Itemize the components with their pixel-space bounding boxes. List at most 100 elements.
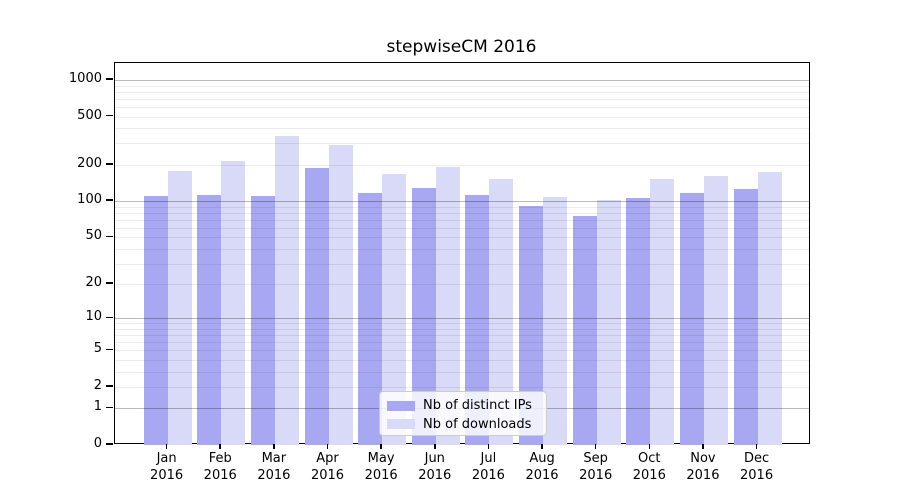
x-axis-tick — [487, 444, 490, 449]
grid-line — [114, 237, 809, 239]
y-axis-tick — [106, 385, 113, 387]
x-axis-tick-year: 2016 — [740, 467, 774, 483]
x-axis-tick-year: 2016 — [310, 467, 345, 483]
bar-downloads — [650, 178, 675, 445]
x-axis-tick-label: Apr 2016 — [300, 451, 356, 484]
legend: Nb of distinct IPs Nb of downloads — [379, 391, 547, 436]
grid-line — [114, 212, 809, 214]
x-axis-tick-year: 2016 — [257, 467, 291, 483]
grid-line — [114, 318, 809, 320]
y-axis-tick — [106, 316, 113, 319]
bar-downloads — [328, 145, 353, 445]
bar-downloads — [596, 200, 621, 445]
x-axis-tick — [702, 444, 704, 449]
grid-line — [114, 263, 809, 265]
x-axis-tick-year: 2016 — [471, 467, 505, 483]
grid-line — [114, 106, 809, 108]
legend-swatch-downloads — [387, 419, 415, 429]
legend-label-downloads: Nb of downloads — [423, 416, 532, 432]
x-axis-tick-label: Feb 2016 — [192, 451, 248, 484]
y-axis-tick — [106, 443, 113, 445]
grid-line — [114, 116, 809, 118]
grid-line — [114, 284, 809, 286]
x-axis-tick — [165, 444, 168, 449]
x-axis-tick — [219, 444, 221, 449]
grid-line — [114, 128, 809, 130]
bar-downloads — [221, 161, 246, 445]
bar-downloads — [703, 175, 728, 445]
grid-line — [114, 342, 809, 344]
x-axis-tick-year: 2016 — [579, 467, 613, 483]
grid-line — [114, 323, 809, 325]
x-axis-tick — [648, 444, 651, 449]
grid-line — [114, 219, 809, 221]
x-axis-tick-year: 2016 — [364, 467, 398, 483]
y-axis-tick-label: 200 — [77, 155, 102, 171]
y-axis-tick — [106, 199, 113, 201]
x-axis-tick-year: 2016 — [525, 467, 559, 483]
bar-distinct-ips — [572, 215, 597, 445]
y-axis-tick-label: 100 — [77, 192, 102, 208]
x-axis-tick — [434, 444, 436, 449]
y-axis-tick — [106, 348, 113, 351]
y-axis-tick-label: 1000 — [68, 71, 102, 86]
grid-line — [114, 328, 809, 330]
y-axis-tick-label: 0 — [93, 436, 102, 451]
y-axis-tick-label: 2 — [93, 377, 102, 393]
bar-distinct-ips — [250, 196, 275, 445]
x-axis-tick-year: 2016 — [686, 467, 720, 483]
x-axis-tick-label: Dec 2016 — [729, 451, 785, 484]
x-axis-tick-label: Jan 2016 — [139, 451, 195, 484]
grid-line — [114, 98, 809, 100]
grid-line — [114, 143, 809, 145]
x-axis-tick-label: Mar 2016 — [246, 451, 302, 484]
grid-line — [114, 371, 809, 373]
y-axis-tick — [106, 406, 113, 409]
x-axis-tick-label: Aug 2016 — [514, 451, 570, 484]
grid-line — [114, 227, 809, 229]
y-axis-tick-label: 10 — [85, 309, 102, 325]
y-axis-tick-label: 500 — [77, 107, 102, 123]
x-axis-tick-year: 2016 — [150, 467, 184, 483]
legend-entry-downloads: Nb of downloads — [387, 415, 546, 433]
grid-line — [114, 335, 809, 337]
y-axis-tick — [106, 114, 113, 117]
y-axis-tick — [106, 163, 113, 165]
x-axis-tick-label: May 2016 — [353, 451, 409, 484]
plot-area — [113, 62, 810, 445]
bar-distinct-ips — [733, 189, 758, 445]
bar-distinct-ips — [304, 168, 329, 445]
legend-label-distinct-ips: Nb of distinct IPs — [423, 398, 532, 413]
grid-line — [114, 85, 809, 87]
grid-line — [114, 359, 809, 361]
x-axis-tick — [380, 444, 382, 449]
bar-distinct-ips — [358, 193, 383, 445]
x-axis-tick-label: Jul 2016 — [460, 451, 516, 484]
y-axis-tick-label: 50 — [85, 228, 102, 244]
bar-downloads — [543, 197, 568, 445]
y-axis-tick-label: 5 — [93, 341, 102, 357]
grid-line — [114, 386, 809, 388]
bar-distinct-ips — [626, 197, 651, 445]
bar-downloads — [757, 171, 782, 445]
bar-distinct-ips — [679, 192, 704, 445]
x-axis-tick-label: Oct 2016 — [621, 451, 677, 484]
x-axis-tick — [273, 444, 275, 449]
y-axis-tick-label: 20 — [85, 275, 102, 291]
grid-line — [114, 80, 809, 81]
grid-line — [114, 248, 809, 250]
x-axis-tick — [755, 444, 758, 449]
grid-line — [114, 164, 809, 166]
chart-title: stepwiseCM 2016 — [386, 37, 537, 57]
legend-entry-distinct-ips: Nb of distinct IPs — [387, 397, 546, 415]
grid-line — [114, 206, 809, 208]
y-axis-tick — [106, 78, 113, 80]
legend-swatch-distinct-ips — [387, 400, 415, 411]
x-axis-tick-year: 2016 — [418, 467, 452, 483]
x-axis-tick-label: Sep 2016 — [568, 451, 624, 484]
y-axis-tick-label: 1 — [93, 399, 102, 415]
x-axis-tick-year: 2016 — [203, 467, 237, 483]
grid-line — [114, 350, 809, 352]
grid-line — [114, 91, 809, 93]
x-axis-tick — [541, 444, 543, 449]
